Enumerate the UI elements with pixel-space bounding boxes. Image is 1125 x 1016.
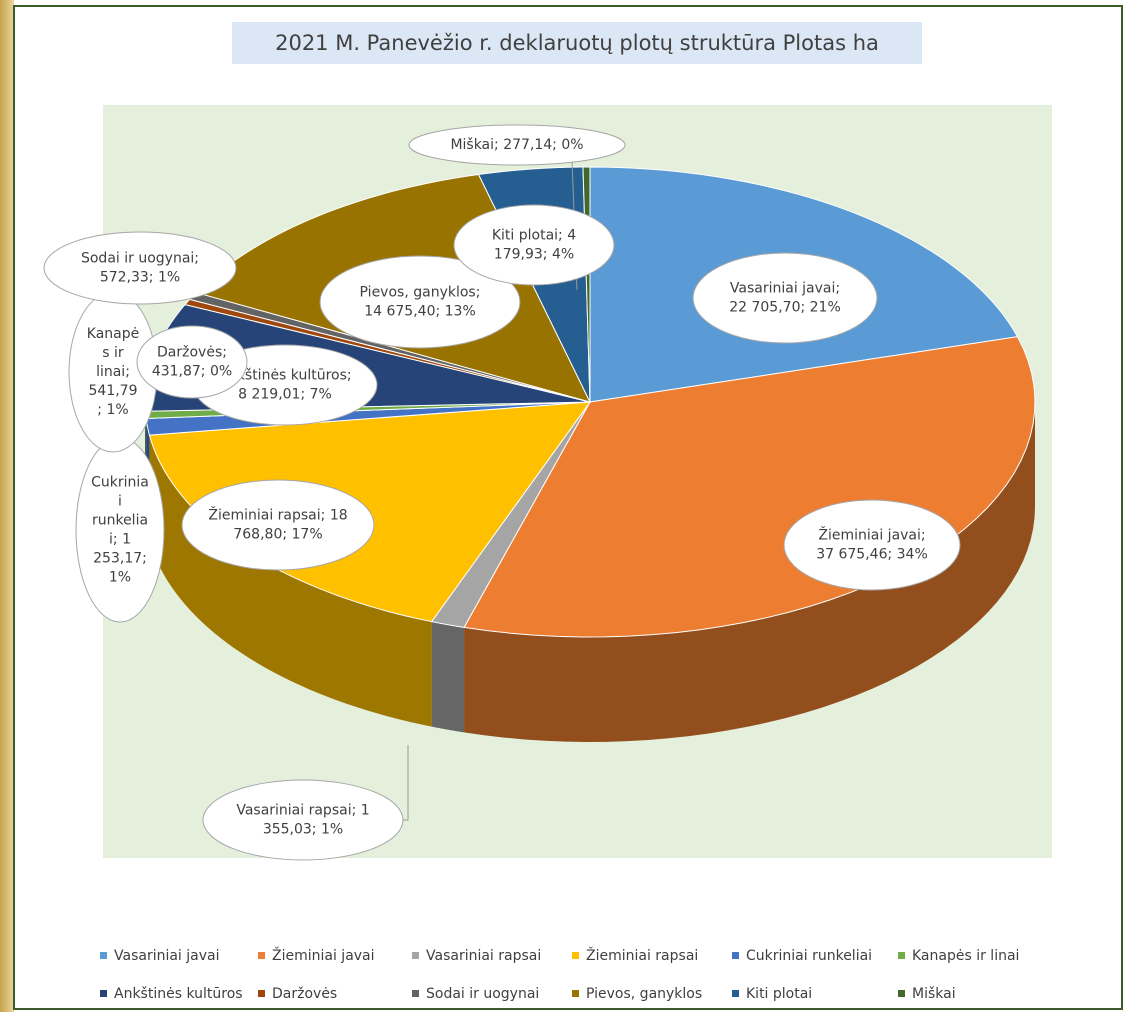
- label-bubble: [203, 780, 403, 860]
- legend-swatch: [898, 990, 905, 997]
- label-bubble: [784, 500, 960, 590]
- label-bubble: [137, 326, 247, 398]
- legend-swatch: [732, 952, 739, 959]
- legend-swatch: [572, 990, 579, 997]
- label-bubble: [182, 480, 374, 570]
- legend-swatch: [898, 952, 905, 959]
- legend-label: Miškai: [912, 986, 956, 1002]
- chart-title: 2021 M. Panevėžio r. deklaruotų plotų st…: [275, 31, 879, 55]
- legend-swatch: [412, 952, 419, 959]
- label-bubble: [454, 205, 614, 285]
- legend-label: Daržovės: [272, 986, 337, 1002]
- data-label: Miškai; 277,14; 0%: [450, 137, 583, 153]
- legend-label: Pievos, ganyklos: [586, 986, 702, 1002]
- label-bubble: [693, 253, 877, 343]
- legend-label: Sodai ir uogynai: [426, 986, 539, 1002]
- slice-side: [432, 622, 464, 733]
- legend-label: Žieminiai rapsai: [586, 946, 698, 964]
- legend-label: Ankštinės kultūros: [114, 986, 243, 1002]
- legend-label: Vasariniai rapsai: [426, 948, 541, 964]
- legend-swatch: [100, 990, 107, 997]
- legend-swatch: [572, 952, 579, 959]
- legend-swatch: [258, 952, 265, 959]
- legend-label: Žieminiai javai: [272, 946, 375, 964]
- label-bubble: [76, 438, 164, 622]
- legend-label: Cukriniai runkeliai: [746, 948, 872, 964]
- legend-swatch: [258, 990, 265, 997]
- side-strip: [0, 0, 14, 1012]
- legend-label: Vasariniai javai: [114, 948, 220, 964]
- legend-swatch: [412, 990, 419, 997]
- label-bubble: [44, 232, 236, 304]
- legend-label: Kanapės ir linai: [912, 948, 1019, 964]
- legend-swatch: [100, 952, 107, 959]
- legend-swatch: [732, 990, 739, 997]
- legend-label: Kiti plotai: [746, 986, 812, 1002]
